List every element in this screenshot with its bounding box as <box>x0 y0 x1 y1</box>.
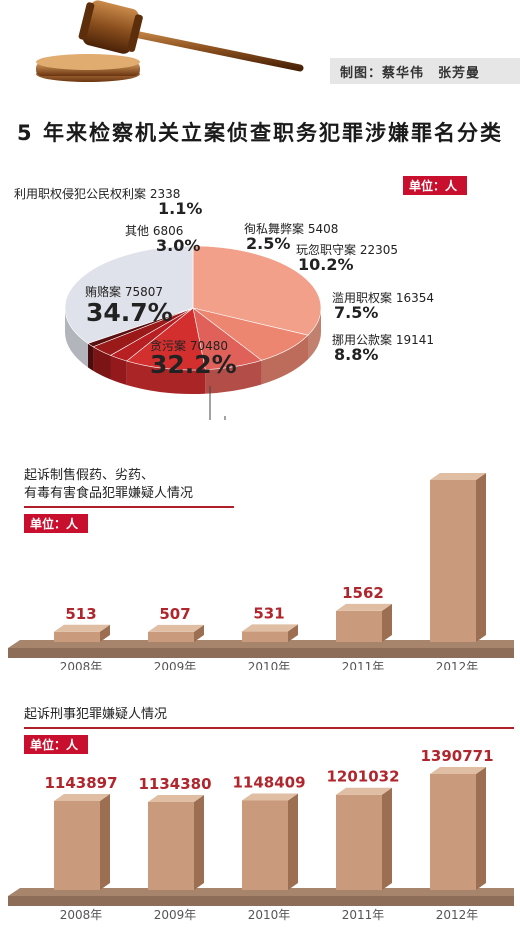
x-tick-label: 2009年 <box>154 660 197 670</box>
pie-slice-side <box>65 308 88 368</box>
bar-value-label: 513 <box>65 605 96 623</box>
bar-value-label: 1143897 <box>44 774 117 792</box>
pie-pct-rights: 1.1% <box>158 199 203 218</box>
x-tick-label: 2012年 <box>436 908 479 922</box>
bar-top <box>242 793 298 801</box>
bar-side <box>194 624 204 642</box>
bar1-title-line2: 有毒有害食品犯罪嫌疑人情况 <box>24 486 194 501</box>
pie-unit-tag: 单位：人 <box>403 176 468 195</box>
bar-top <box>430 767 486 774</box>
bar-value-label: 507 <box>159 605 190 623</box>
pie-label-favoritism: 徇私舞弊案 5408 <box>244 222 339 236</box>
bar1-title-line1: 起诉制售假药、劣药、 <box>24 468 155 483</box>
x-tick-label: 2008年 <box>60 660 103 670</box>
pie-label-misappropriation: 挪用公款案 19141 <box>332 333 434 347</box>
bar-top <box>54 793 110 801</box>
pie-slice-side <box>110 355 127 386</box>
bar-top <box>430 473 486 480</box>
bar-value-label: 1148409 <box>232 773 305 791</box>
chart-floor-top <box>8 888 514 896</box>
bar-top <box>54 624 110 632</box>
pie-slice <box>126 307 206 371</box>
bar-value-label: 1134380 <box>138 775 211 793</box>
credit-strip <box>330 58 520 84</box>
bar <box>54 631 100 642</box>
bar-side <box>476 473 486 642</box>
pie-label-bribery: 贿赂案 75807 <box>85 285 163 299</box>
bar <box>430 774 476 890</box>
bar-top <box>242 624 298 632</box>
header-banner <box>0 0 520 86</box>
bar-value-label: 8138 <box>436 470 478 471</box>
bar2-unit-tag: 单位：人 <box>24 735 89 754</box>
pie-slice <box>64 245 194 344</box>
bar <box>242 800 288 890</box>
chart-floor <box>8 896 514 906</box>
bar <box>148 802 194 890</box>
pie-label-dereliction: 玩忽职守案 22305 <box>296 243 398 257</box>
pie-slice-side <box>261 335 308 385</box>
pie-label-other: 其他 6806 <box>125 224 184 238</box>
bar2-title-underline <box>24 727 514 729</box>
bar <box>148 631 194 642</box>
page-title: 5 年来检察机关立案侦查职务犯罪涉嫌罪名分类 <box>17 121 503 145</box>
bar-value-label: 1201032 <box>326 768 399 786</box>
chart-floor-top <box>8 640 514 648</box>
pie-pct-abuse: 7.5% <box>334 303 379 322</box>
gavel-icon <box>36 0 304 82</box>
bar-top <box>148 624 204 632</box>
bar1-unit-tag: 单位：人 <box>24 514 89 533</box>
credit-text: 制图：蔡华伟 张芳曼 <box>340 66 481 81</box>
pie-label-embezzlement: 贪污案 70480 <box>150 339 228 353</box>
bar-side <box>382 787 392 890</box>
bar-side <box>382 603 392 642</box>
bar-value-label: 531 <box>253 604 284 622</box>
bar-chart-food-drug: 513 2008年 507 2009年 531 2010年 1562 2011年 8138 201… <box>8 470 514 670</box>
bar-side <box>100 793 110 890</box>
bar-side <box>100 624 110 642</box>
pie-pct-favoritism: 2.5% <box>246 234 291 253</box>
pie-slice-side <box>93 346 111 380</box>
pie-pct-dereliction: 10.2% <box>298 255 354 274</box>
bar <box>54 800 100 890</box>
bar-side <box>194 795 204 890</box>
pie-pct-embezzlement: 32.2% <box>150 350 237 379</box>
pie-pct-other: 3.0% <box>156 236 201 255</box>
leader-line <box>209 386 211 420</box>
bar-side <box>288 793 298 890</box>
bar <box>430 480 476 642</box>
x-tick-label: 2012年 <box>436 660 479 670</box>
pie-slice-side <box>126 361 206 394</box>
x-tick-label: 2011年 <box>342 908 385 922</box>
bar-chart-criminal-suspects: 1143897 2008年 1134380 2009年 1148409 2010年 1201… <box>8 750 514 922</box>
bar-top <box>148 795 204 802</box>
bar-top <box>336 603 392 611</box>
x-tick-label: 2010年 <box>248 908 291 922</box>
bar <box>336 610 382 642</box>
pie-chart <box>64 245 322 420</box>
bar1-title-underline <box>24 506 234 508</box>
pie-label-rights: 利用职权侵犯公民权利案 2338 <box>14 187 181 201</box>
chart-floor <box>8 648 514 658</box>
pie-slice <box>192 245 322 336</box>
x-tick-label: 2009年 <box>154 908 197 922</box>
pie-pct-misappropriation: 8.8% <box>334 345 379 364</box>
pie-pct-bribery: 34.7% <box>86 298 173 327</box>
bar-top <box>336 787 392 795</box>
bar-value-label: 1562 <box>342 584 384 602</box>
bar <box>336 794 382 890</box>
leader-line <box>224 416 226 420</box>
bar-side <box>476 767 486 890</box>
pie-label-abuse: 滥用职权案 16354 <box>332 291 434 305</box>
bar <box>242 631 288 642</box>
pie-slice-side <box>307 308 321 360</box>
bar2-title: 起诉刑事犯罪嫌疑人情况 <box>24 707 168 722</box>
pie-slice-side <box>87 343 94 371</box>
bar-side <box>288 624 298 642</box>
x-tick-label: 2008年 <box>60 908 103 922</box>
x-tick-label: 2011年 <box>342 660 385 670</box>
bar-value-label: 1390771 <box>420 750 493 765</box>
x-tick-label: 2010年 <box>248 660 291 670</box>
